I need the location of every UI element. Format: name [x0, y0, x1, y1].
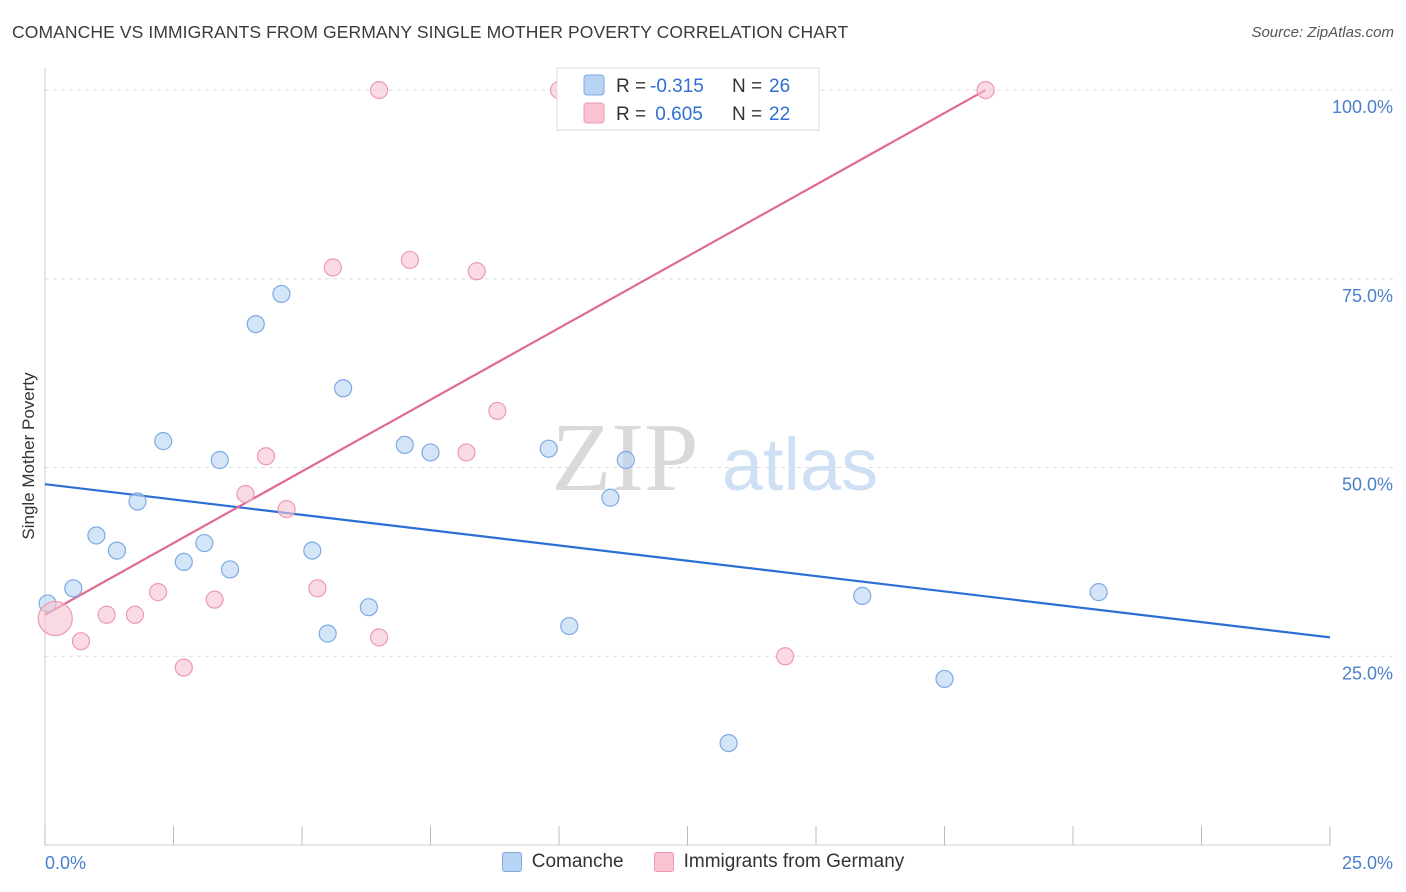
y-tick-label: 100.0% — [1332, 97, 1393, 117]
data-points — [37, 80, 1108, 753]
trend-line-germany — [44, 89, 987, 616]
legend-label-comanche: Comanche — [531, 851, 624, 872]
legend-n-value-2: 22 — [769, 104, 790, 125]
point-comanche — [64, 579, 83, 598]
point-germany — [976, 80, 995, 100]
point-comanche — [303, 541, 322, 560]
point-comanche — [174, 552, 193, 572]
legend-n-label-2: N = — [732, 104, 762, 125]
point-germany — [125, 605, 145, 624]
point-germany — [370, 80, 389, 100]
point-comanche — [154, 432, 173, 451]
point-comanche — [560, 616, 579, 636]
point-comanche — [853, 586, 872, 605]
legend-item-germany: Immigrants from Germany — [653, 851, 905, 873]
point-germany — [457, 443, 476, 462]
series-legend: Comanche Immigrants from Germany — [0, 851, 1406, 873]
point-germany — [488, 401, 507, 421]
point-comanche — [616, 450, 635, 470]
point-comanche — [220, 560, 240, 579]
stats-legend: R = -0.315 N = 26 R = 0.605 N = 22 — [556, 67, 820, 131]
point-comanche — [318, 624, 337, 643]
point-germany — [97, 605, 116, 624]
source-credit: Source: ZipAtlas.com — [1251, 24, 1394, 41]
point-germany — [277, 499, 296, 519]
legend-swatch-comanche — [583, 74, 605, 96]
point-comanche — [1089, 583, 1108, 602]
point-comanche — [601, 488, 620, 507]
y-tick-label: 75.0% — [1342, 286, 1393, 306]
point-comanche — [210, 450, 229, 470]
point-comanche — [935, 669, 954, 689]
y-axis-label: Single Mother Poverty — [19, 372, 38, 540]
point-comanche — [359, 598, 378, 617]
x-tick-label-min: 0.0% — [45, 853, 86, 873]
point-germany — [308, 579, 327, 598]
point-germany — [236, 484, 255, 504]
legend-swatch-germany-bottom — [653, 852, 674, 872]
legend-swatch-comanche-bottom — [501, 852, 522, 872]
y-tick-label: 25.0% — [1342, 663, 1393, 683]
point-germany — [467, 262, 486, 281]
legend-n-label-1: N = — [732, 76, 762, 97]
point-comanche — [539, 439, 558, 458]
x-tick-labels: 0.0% 25.0% — [45, 853, 1393, 873]
point-germany — [400, 250, 420, 270]
chart-title: COMANCHE VS IMMIGRANTS FROM GERMANY SING… — [12, 22, 849, 42]
watermark: ZIP atlas — [552, 404, 879, 512]
point-comanche — [719, 733, 738, 753]
axes — [44, 68, 1331, 846]
point-germany — [148, 583, 168, 602]
point-comanche — [87, 526, 106, 545]
legend-label-germany: Immigrants from Germany — [683, 851, 905, 872]
point-comanche — [195, 533, 214, 553]
point-comanche — [128, 492, 147, 511]
legend-swatch-germany — [583, 102, 605, 124]
point-germany — [256, 447, 276, 466]
point-comanche — [107, 541, 127, 560]
point-comanche — [334, 379, 353, 398]
point-germany — [205, 590, 224, 609]
x-tick-label-max: 25.0% — [1342, 853, 1393, 873]
legend-r-label-2: R = — [616, 104, 646, 125]
y-tick-label: 50.0% — [1342, 475, 1393, 495]
gridlines — [45, 89, 1395, 657]
point-comanche — [246, 315, 265, 334]
point-germany — [370, 628, 389, 647]
point-germany — [71, 632, 91, 651]
legend-n-value-1: 26 — [769, 76, 790, 97]
legend-r-value-1: -0.315 — [650, 76, 704, 97]
point-germany — [776, 647, 795, 666]
point-germany — [323, 258, 342, 277]
point-comanche — [272, 284, 291, 304]
point-germany — [37, 600, 73, 637]
trend-lines — [44, 89, 1331, 639]
watermark-atlas: atlas — [722, 423, 878, 506]
trend-line-comanche — [44, 483, 1331, 639]
point-germany — [174, 658, 193, 677]
point-comanche — [395, 435, 414, 455]
point-comanche — [421, 443, 440, 462]
y-tick-labels: 25.0% 50.0% 75.0% 100.0% — [1332, 97, 1393, 683]
legend-r-label-1: R = — [616, 76, 646, 97]
legend-r-value-2: 0.605 — [650, 104, 703, 125]
legend-item-comanche: Comanche — [501, 851, 624, 873]
